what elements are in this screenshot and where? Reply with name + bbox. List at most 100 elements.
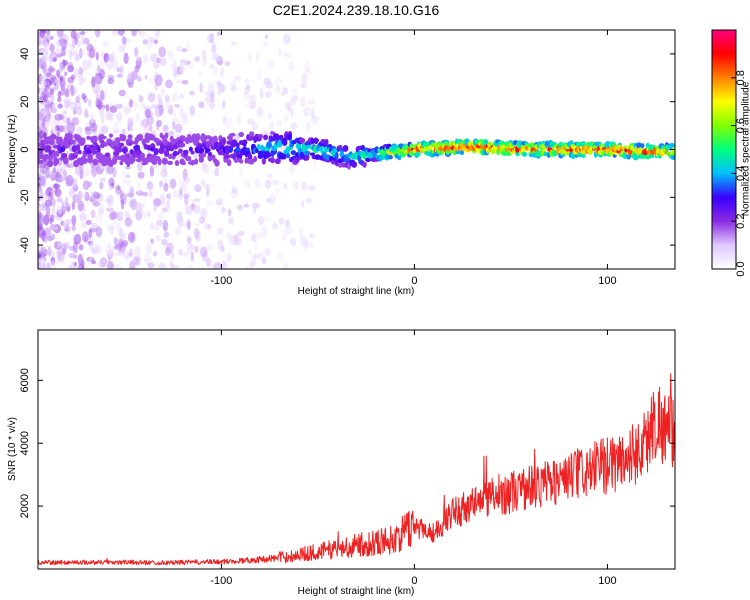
spectrogram-cell <box>128 248 134 258</box>
spectrogram-cell <box>221 259 228 269</box>
spectrogram-cell <box>220 66 224 78</box>
spectrogram-cell <box>57 90 62 98</box>
spectrogram-cell <box>154 30 160 38</box>
spectrogram-cell <box>52 144 59 149</box>
spectrogram-cell <box>291 180 298 188</box>
spectrogram-cell <box>45 145 52 150</box>
spectrogram-cell <box>238 167 244 177</box>
spectrogram-cell <box>309 233 316 239</box>
spectrogram-cell <box>114 244 122 250</box>
spectrogram-cell <box>103 52 108 63</box>
spectrogram-cell <box>83 37 90 45</box>
spectrogram-cell <box>96 146 101 154</box>
spectrogram-cell <box>44 166 50 179</box>
spectrogram-cell <box>169 258 174 265</box>
spectrogram-cell <box>160 168 168 178</box>
spectrogram-cell <box>138 94 144 103</box>
spectrogram-cell <box>112 58 119 70</box>
spectrogram-cell <box>154 106 163 118</box>
spectrogram-cell <box>305 153 310 161</box>
spectrogram-cell <box>41 30 46 34</box>
spectrogram-cell <box>141 118 149 128</box>
spectrogram-cell <box>194 158 199 165</box>
spectrogram-cell <box>75 144 81 152</box>
spectrogram-cell <box>243 203 250 208</box>
spectrogram-cell <box>245 265 253 269</box>
spectrogram-cell <box>77 149 82 155</box>
spectrogram-cell <box>222 115 227 126</box>
x-tick-label: 100 <box>598 575 616 587</box>
colorbar-ticks: 0.0 0.2 0.4 0.6 0.8 <box>731 70 747 277</box>
spectrogram-cell <box>164 94 170 103</box>
spectrogram-cell <box>183 177 191 183</box>
spectrogram-cell <box>71 224 76 232</box>
spectrogram-cell <box>119 189 124 198</box>
spectrogram-cell <box>360 144 366 152</box>
spectrogram-cell <box>276 119 282 128</box>
spectrogram-cell <box>300 181 307 191</box>
spectrogram-cell <box>142 53 149 64</box>
snr-series-line <box>37 373 676 566</box>
spectrogram-cell <box>274 75 283 88</box>
spectrogram-cell <box>127 82 134 89</box>
spectrogram-cell <box>122 169 126 179</box>
spectrogram-cell <box>159 219 164 229</box>
spectrogram-cell <box>99 177 107 182</box>
spectrogram-cell <box>78 244 84 251</box>
snr-panel: -100 0 100 2000 4000 6000 Height of straight… <box>7 329 676 597</box>
spectrogram-cell <box>95 226 103 238</box>
spectrogram-cell <box>120 198 125 210</box>
spectrogram-cell <box>270 156 275 164</box>
spectrogram-cell <box>320 138 326 145</box>
x-tick-label: 0 <box>411 575 417 587</box>
spectrogram-cell <box>113 150 120 157</box>
spectrogram-cell <box>41 246 47 257</box>
spectrogram-cell <box>39 30 46 39</box>
spectrogram-cell <box>194 245 199 253</box>
spectrogram-cell <box>244 104 252 110</box>
spectrogram-cell <box>282 137 288 145</box>
spectrogram-cell <box>216 226 224 235</box>
spectrogram-cell <box>147 92 156 103</box>
spectrogram-cell <box>152 251 158 257</box>
spectrogram-cell <box>39 91 47 96</box>
spectrogram-cell <box>226 232 232 239</box>
spectrogram-cell <box>104 152 111 157</box>
spectrogram-cell <box>182 180 188 192</box>
spectrogram-cell <box>107 77 115 85</box>
spectrogram-cell <box>239 159 244 164</box>
colorbar-tick-label: 0.0 <box>735 261 747 276</box>
spectrogram-cell <box>38 113 42 126</box>
spectrogram-cell <box>139 30 146 37</box>
y-tick-label: 4000 <box>19 431 31 455</box>
spectrogram-cell <box>46 30 51 37</box>
spectrogram-cell <box>318 146 324 152</box>
spectrogram-panel: -100 0 100 -40 -20 0 20 40 Height of straight … <box>7 29 676 297</box>
x-tick-label: -100 <box>210 575 232 587</box>
spectrogram-cell <box>48 217 53 225</box>
spectrogram-cell <box>266 58 275 71</box>
spectrogram-cell <box>61 218 67 231</box>
spectrogram-cell <box>149 190 153 198</box>
spectrogram-cell <box>189 105 195 117</box>
spectrogram-cell <box>48 115 55 127</box>
spectrogram-cell <box>58 168 66 174</box>
spectrogram-cell <box>173 117 180 123</box>
spectrogram-cell <box>183 251 189 257</box>
spectrogram-cell <box>125 173 131 179</box>
spectrogram-cell <box>117 73 123 78</box>
spectrogram-cell <box>311 115 319 124</box>
spectrogram-cell <box>172 92 180 102</box>
spectrogram-cell <box>248 135 255 141</box>
spectrogram-cell <box>67 76 75 84</box>
spectrogram-cell <box>65 218 72 225</box>
snr-y-axis-title: SNR (10 * v/v) <box>7 417 18 481</box>
spectrogram-cell <box>167 153 173 159</box>
spectrogram-cell <box>88 48 96 59</box>
spectrogram-cell <box>147 210 151 218</box>
spectrogram-cell <box>51 233 56 240</box>
spectrogram-cell <box>282 262 289 269</box>
x-tick-label: 100 <box>598 275 616 287</box>
spectrogram-cell <box>158 180 164 188</box>
spectrogram-cell <box>267 173 273 178</box>
